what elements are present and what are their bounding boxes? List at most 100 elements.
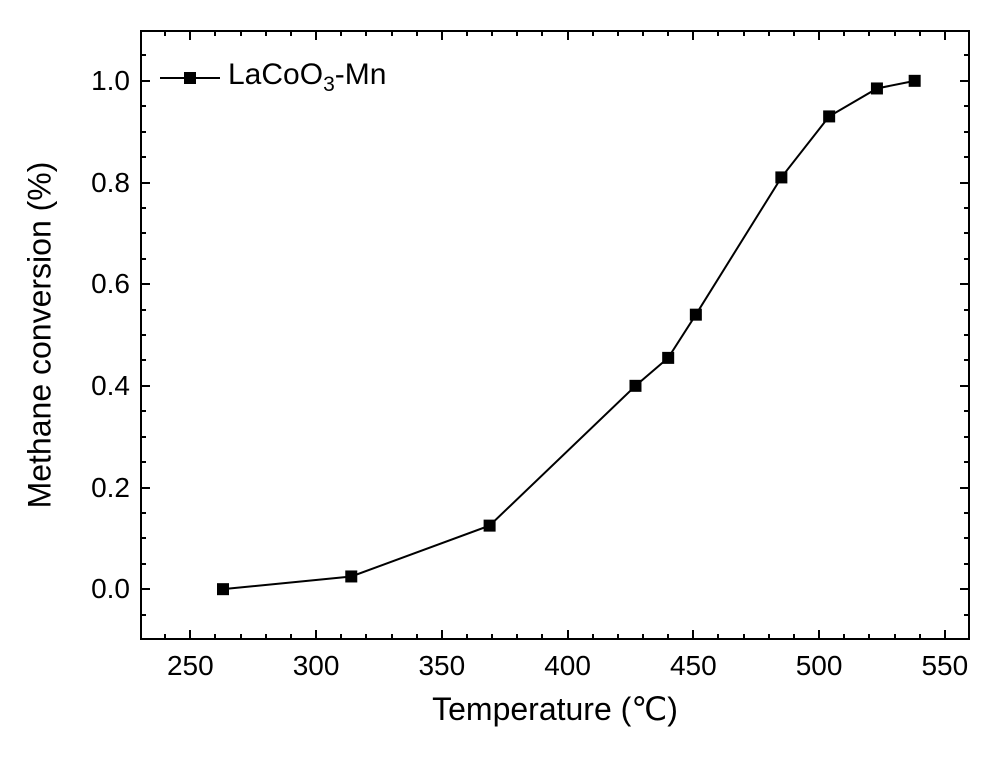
x-minor-tick: [592, 30, 594, 36]
x-tick: [692, 30, 694, 40]
x-tick: [567, 630, 569, 640]
y-minor-tick: [964, 105, 970, 107]
x-minor-tick: [793, 634, 795, 640]
y-minor-tick: [140, 258, 146, 260]
x-tick: [189, 30, 191, 40]
y-minor-tick: [964, 537, 970, 539]
series-line: [223, 81, 915, 589]
x-minor-tick: [768, 634, 770, 640]
x-minor-tick: [541, 30, 543, 36]
y-minor-tick: [964, 309, 970, 311]
y-tick-label: 0.6: [85, 268, 130, 300]
x-minor-tick: [667, 30, 669, 36]
x-tick: [315, 630, 317, 640]
x-tick: [441, 30, 443, 40]
y-minor-tick: [964, 232, 970, 234]
x-minor-tick: [793, 30, 795, 36]
x-minor-tick: [290, 30, 292, 36]
y-minor-tick: [964, 131, 970, 133]
y-tick: [960, 182, 970, 184]
x-tick-label: 550: [921, 650, 968, 682]
y-tick-label: 0.4: [85, 370, 130, 402]
y-tick: [140, 283, 150, 285]
x-minor-tick: [919, 634, 921, 640]
y-tick: [140, 80, 150, 82]
x-minor-tick: [642, 634, 644, 640]
x-tick: [315, 30, 317, 40]
x-tick: [818, 630, 820, 640]
x-minor-tick: [617, 30, 619, 36]
y-minor-tick: [140, 207, 146, 209]
y-minor-tick: [964, 359, 970, 361]
y-minor-tick: [140, 614, 146, 616]
y-tick-label: 0.2: [85, 472, 130, 504]
y-minor-tick: [140, 156, 146, 158]
x-minor-tick: [214, 634, 216, 640]
x-minor-tick: [416, 634, 418, 640]
y-minor-tick: [964, 436, 970, 438]
x-minor-tick: [391, 634, 393, 640]
x-minor-tick: [592, 634, 594, 640]
x-minor-tick: [365, 634, 367, 640]
data-point-marker: [823, 110, 835, 122]
x-minor-tick: [290, 634, 292, 640]
data-point-marker: [775, 171, 787, 183]
data-point-marker: [345, 570, 357, 582]
y-minor-tick: [964, 563, 970, 565]
x-minor-tick: [516, 634, 518, 640]
y-minor-tick: [964, 461, 970, 463]
y-minor-tick: [964, 614, 970, 616]
x-minor-tick: [240, 634, 242, 640]
x-tick-label: 250: [167, 650, 214, 682]
x-tick-label: 300: [293, 650, 340, 682]
x-minor-tick: [843, 634, 845, 640]
x-minor-tick: [491, 634, 493, 640]
y-tick: [140, 588, 150, 590]
y-minor-tick: [140, 537, 146, 539]
x-minor-tick: [743, 30, 745, 36]
y-minor-tick: [964, 54, 970, 56]
y-tick-label: 1.0: [85, 65, 130, 97]
x-minor-tick: [541, 634, 543, 640]
y-tick: [960, 487, 970, 489]
x-minor-tick: [642, 30, 644, 36]
x-tick: [944, 30, 946, 40]
y-minor-tick: [964, 410, 970, 412]
x-minor-tick: [466, 634, 468, 640]
y-minor-tick: [140, 436, 146, 438]
data-point-marker: [662, 352, 674, 364]
x-tick-label: 450: [670, 650, 717, 682]
y-tick: [140, 385, 150, 387]
y-minor-tick: [140, 334, 146, 336]
data-point-marker: [871, 82, 883, 94]
y-minor-tick: [140, 359, 146, 361]
y-minor-tick: [964, 512, 970, 514]
x-minor-tick: [265, 634, 267, 640]
y-minor-tick: [140, 563, 146, 565]
legend: LaCoO3-Mn: [160, 58, 386, 97]
data-point-marker: [217, 583, 229, 595]
x-minor-tick: [617, 634, 619, 640]
x-minor-tick: [743, 634, 745, 640]
y-axis-label: Methane conversion (%): [22, 162, 59, 509]
x-minor-tick: [340, 30, 342, 36]
x-axis-label: Temperature (℃): [432, 690, 678, 728]
data-point-marker: [690, 309, 702, 321]
x-minor-tick: [240, 30, 242, 36]
x-minor-tick: [164, 30, 166, 36]
y-minor-tick: [964, 258, 970, 260]
x-minor-tick: [466, 30, 468, 36]
x-tick: [441, 630, 443, 640]
line-series: [0, 0, 1000, 763]
x-tick: [944, 630, 946, 640]
y-tick: [960, 80, 970, 82]
y-minor-tick: [964, 156, 970, 158]
y-minor-tick: [140, 410, 146, 412]
x-tick: [692, 630, 694, 640]
x-minor-tick: [768, 30, 770, 36]
x-tick-label: 350: [418, 650, 465, 682]
x-minor-tick: [516, 30, 518, 36]
x-minor-tick: [667, 634, 669, 640]
x-minor-tick: [894, 30, 896, 36]
x-tick-label: 500: [796, 650, 843, 682]
